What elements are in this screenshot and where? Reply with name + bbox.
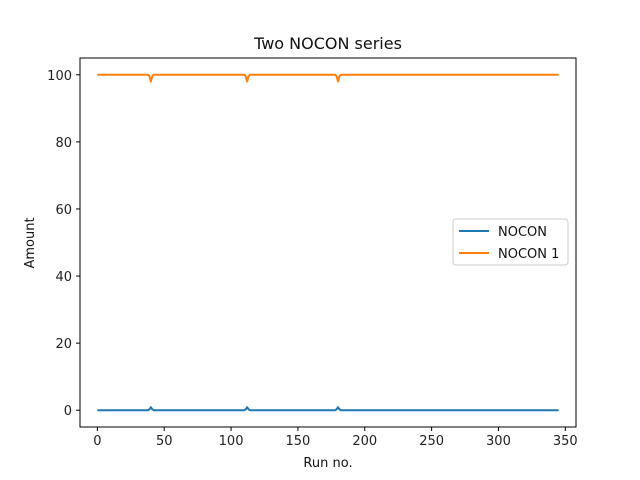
plot-area-frame [79, 57, 577, 428]
series-layer [97, 73, 559, 412]
x-axis-title: Run no. [303, 456, 352, 471]
x-tick-label: 300 [486, 434, 511, 449]
x-tick-label: 150 [286, 434, 311, 449]
series-line-nocon [97, 406, 559, 412]
x-tick-label: 100 [219, 434, 244, 449]
x-axis: 0 50 100 150 200 250 300 350 [93, 427, 578, 449]
x-tick-label: 50 [156, 434, 173, 449]
y-axis-title: Amount [23, 217, 38, 268]
y-tick-label: 80 [55, 136, 72, 151]
x-tick-label: 350 [553, 434, 578, 449]
y-tick-label: 20 [55, 337, 72, 352]
x-tick-label: 250 [419, 434, 444, 449]
x-tick-label: 0 [93, 434, 101, 449]
chart-title: Two NOCON series [253, 34, 402, 53]
x-tick-label: 200 [352, 434, 377, 449]
y-tick-label: 40 [55, 270, 72, 285]
y-tick-label: 100 [47, 69, 72, 84]
y-tick-label: 60 [55, 203, 72, 218]
y-tick-label: 0 [64, 404, 72, 419]
legend-label-nocon-1: NOCON 1 [498, 247, 559, 262]
y-axis: 0 20 40 60 80 100 [47, 69, 80, 419]
series-line-nocon-1 [97, 73, 559, 83]
legend-label-nocon: NOCON [498, 225, 547, 240]
legend: NOCON NOCON 1 [452, 218, 569, 266]
